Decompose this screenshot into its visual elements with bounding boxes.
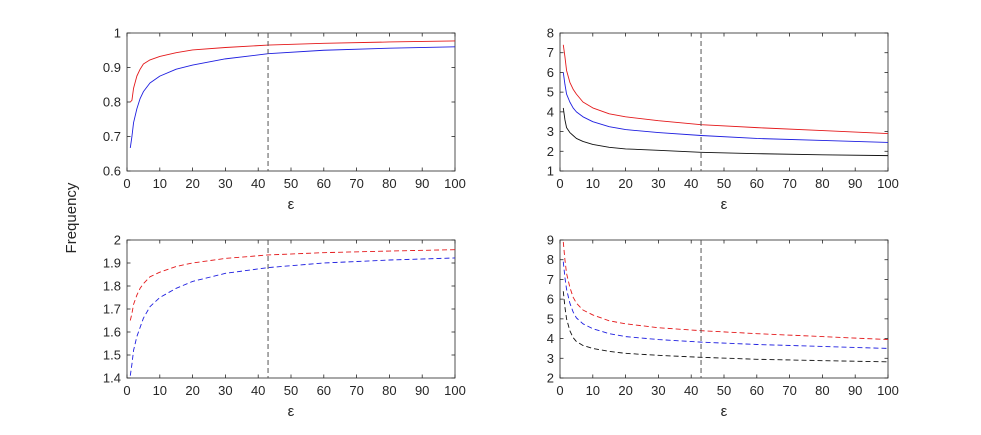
x-tick-label: 30: [651, 176, 665, 191]
x-tick-label: 100: [877, 176, 899, 191]
x-tick-label: 80: [815, 383, 829, 398]
y-tick-label: 1.9: [103, 256, 121, 271]
y-tick-label: 6: [547, 292, 554, 307]
y-tick-label: 1.8: [103, 279, 121, 294]
y-tick-label: 1.7: [103, 302, 121, 317]
axes-box: [126, 32, 456, 172]
y-tick-label: 0.9: [103, 60, 121, 75]
x-tick-label: 90: [415, 176, 429, 191]
x-tick-label: 90: [848, 176, 862, 191]
x-axis-label: ε: [288, 403, 295, 420]
y-tick-label: 1.6: [103, 325, 121, 340]
x-tick-label: 50: [717, 383, 731, 398]
panel-bottom-right: 0 10 20 30 40 50 60 70 80 90 100 2 3 4 5 6 7 8 9 ε: [547, 233, 899, 421]
series-line-red: [129, 249, 456, 321]
x-axis-label: ε: [288, 196, 295, 213]
y-tick-label: 2: [547, 371, 554, 386]
figure-ylabel: Frequency: [63, 182, 80, 253]
x-tick-label: 10: [153, 176, 167, 191]
x-tick-label: 30: [218, 176, 232, 191]
x-tick-label: 100: [444, 383, 466, 398]
y-tick-label: 2: [547, 144, 554, 159]
axes-box: [559, 239, 889, 379]
series-line-blue: [562, 72, 889, 143]
x-tick-label: 40: [251, 383, 265, 398]
x-tick-label: 50: [717, 176, 731, 191]
y-tick-label: 1: [114, 26, 121, 41]
y-tick-label: 0.8: [103, 95, 121, 110]
axes-box: [559, 32, 889, 172]
y-tick-label: 3: [547, 124, 554, 139]
y-tick-label: 1: [547, 164, 554, 179]
x-tick-label: 10: [153, 383, 167, 398]
x-tick-label: 60: [750, 176, 764, 191]
series-line-black: [562, 107, 889, 157]
panel-bottom-left: 0 10 20 30 40 50 60 70 80 90 100 1.4 1.5 1.6 1.7 1.8 1.9…: [103, 233, 466, 421]
y-tick-label: 7: [547, 272, 554, 287]
x-tick-label: 90: [848, 383, 862, 398]
panel-top-right: 0 10 20 30 40 50 60 70 80 90 100 1 2 3 4 5 6 7 8 ε: [547, 26, 899, 214]
y-tick-label: 4: [547, 104, 554, 119]
x-tick-label: 0: [556, 176, 563, 191]
x-tick-label: 20: [185, 383, 199, 398]
series-line-black: [562, 291, 889, 363]
x-tick-label: 70: [782, 383, 796, 398]
x-tick-label: 20: [618, 383, 632, 398]
x-tick-label: 30: [218, 383, 232, 398]
x-tick-label: 40: [684, 383, 698, 398]
x-tick-label: 30: [651, 383, 665, 398]
x-tick-label: 0: [123, 176, 130, 191]
x-tick-label: 80: [815, 176, 829, 191]
y-tick-label: 8: [547, 26, 554, 41]
series-line-blue: [129, 257, 456, 376]
y-tick-label: 5: [547, 311, 554, 326]
series-line-red: [129, 40, 456, 103]
x-tick-label: 70: [349, 383, 363, 398]
x-axis-label: ε: [721, 403, 728, 420]
x-axis-label: ε: [721, 196, 728, 213]
y-tick-label: 1.5: [103, 348, 121, 363]
x-tick-label: 70: [782, 176, 796, 191]
x-tick-label: 10: [586, 176, 600, 191]
x-tick-label: 60: [317, 383, 331, 398]
x-tick-label: 20: [618, 176, 632, 191]
x-tick-label: 60: [750, 383, 764, 398]
x-tick-label: 100: [877, 383, 899, 398]
x-tick-label: 60: [317, 176, 331, 191]
panel-top-left: 0 10 20 30 40 50 60 70 80 90 100 0.6 0.7 0.8 0.9 1 ε: [103, 26, 466, 214]
y-tick-label: 6: [547, 65, 554, 80]
y-tick-label: 7: [547, 45, 554, 60]
series-line-blue: [129, 46, 456, 148]
x-tick-label: 100: [444, 176, 466, 191]
x-tick-label: 40: [684, 176, 698, 191]
series-line-red: [562, 241, 889, 341]
y-tick-label: 2: [114, 233, 121, 248]
x-tick-label: 70: [349, 176, 363, 191]
x-tick-label: 0: [123, 383, 130, 398]
series-line-red: [562, 44, 889, 134]
y-tick-label: 0.7: [103, 129, 121, 144]
x-tick-label: 10: [586, 383, 600, 398]
y-tick-label: 0.6: [103, 164, 121, 179]
y-tick-label: 9: [547, 233, 554, 248]
axes-box: [126, 239, 456, 379]
x-tick-label: 40: [251, 176, 265, 191]
series-line-blue: [562, 261, 889, 349]
x-tick-label: 50: [284, 383, 298, 398]
y-tick-label: 8: [547, 252, 554, 267]
x-tick-label: 20: [185, 176, 199, 191]
y-tick-label: 1.4: [103, 371, 121, 386]
x-tick-label: 50: [284, 176, 298, 191]
x-tick-label: 80: [382, 176, 396, 191]
x-tick-label: 0: [556, 383, 563, 398]
x-tick-label: 80: [382, 383, 396, 398]
y-tick-label: 5: [547, 85, 554, 100]
x-tick-label: 90: [415, 383, 429, 398]
y-tick-label: 4: [547, 331, 554, 346]
y-tick-label: 3: [547, 351, 554, 366]
